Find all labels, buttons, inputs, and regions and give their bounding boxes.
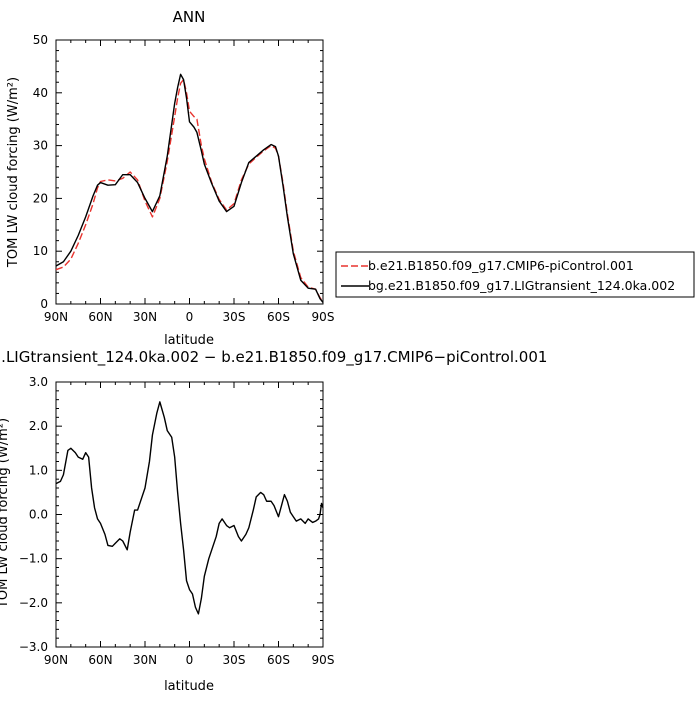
bottom-x-tick-label: 30S [223, 653, 246, 667]
top-y-tick-label: 0 [40, 297, 48, 311]
bottom-x-tick-label: 60N [88, 653, 112, 667]
legend-box [335, 251, 695, 298]
bottom-x-tick-label: 0 [186, 653, 194, 667]
top-x-tick-label: 60S [267, 310, 290, 324]
legend: b.e21.B1850.f09_g17.CMIP6-piControl.001b… [335, 251, 695, 298]
bottom-chart: 90N 60N 30N 0 30S 60S 90S 3.0 2.0 1.0 0.0 −1.0 −2.0 −… [19, 375, 335, 667]
top-chart-xlabel: latitude [164, 333, 214, 348]
top-y-tick-label: 20 [33, 191, 48, 205]
bottom-y-tick-label: −1.0 [19, 552, 48, 566]
top-chart-ylabel: TOM LW cloud forcing (W/m²) [6, 77, 21, 268]
top-y-tick-label: 40 [33, 86, 48, 100]
top-series-line-0 [55, 78, 324, 303]
top-x-tick-label: 90S [312, 310, 335, 324]
bottom-x-tick-label: 90N [44, 653, 68, 667]
bottom-y-tick-label: 0.0 [29, 508, 48, 522]
legend-label: b.e21.B1850.f09_g17.CMIP6-piControl.001 [368, 258, 634, 273]
bottom-x-tick-label: 30N [133, 653, 157, 667]
bottom-chart-ylabel: TOM LW cloud forcing (W/m²) [0, 418, 11, 609]
bottom-x-tick-label: 90S [312, 653, 335, 667]
bottom-x-tick-label: 60S [267, 653, 290, 667]
top-chart: 90N 60N 30N 0 30S 60S 90S 0 10 20 30 40 50 b.e21.B185… [33, 33, 695, 324]
top-y-tick-label: 10 [33, 244, 48, 258]
bottom-y-tick-label: 3.0 [29, 375, 48, 389]
legend-label: bg.e21.B1850.f09_g17.LIGtransient_124.0k… [368, 278, 675, 293]
top-y-tick-label: 50 [33, 33, 48, 47]
top-y-tick-label: 30 [33, 139, 48, 153]
top-x-tick-label: 30N [133, 310, 157, 324]
bottom-series-line-0 [55, 401, 324, 615]
chart-plots: 90N 60N 30N 0 30S 60S 90S 0 10 20 30 40 50 b.e21.B185… [19, 33, 695, 667]
top-series-line-1 [55, 73, 324, 303]
bottom-y-tick-label: −3.0 [19, 640, 48, 654]
top-chart-title: ANN [173, 8, 206, 26]
bottom-chart-xlabel: latitude [164, 679, 214, 694]
top-plot-frame [55, 39, 324, 305]
bottom-y-tick-label: 2.0 [29, 419, 48, 433]
top-x-tick-label: 30S [223, 310, 246, 324]
top-x-tick-label: 0 [186, 310, 194, 324]
bottom-chart-title: bg.e21.B1850.f09_g17.LIGtransient_124.0k… [0, 348, 547, 367]
top-x-tick-label: 90N [44, 310, 68, 324]
bottom-y-tick-label: −2.0 [19, 596, 48, 610]
top-x-tick-label: 60N [88, 310, 112, 324]
bottom-y-tick-label: 1.0 [29, 463, 48, 477]
